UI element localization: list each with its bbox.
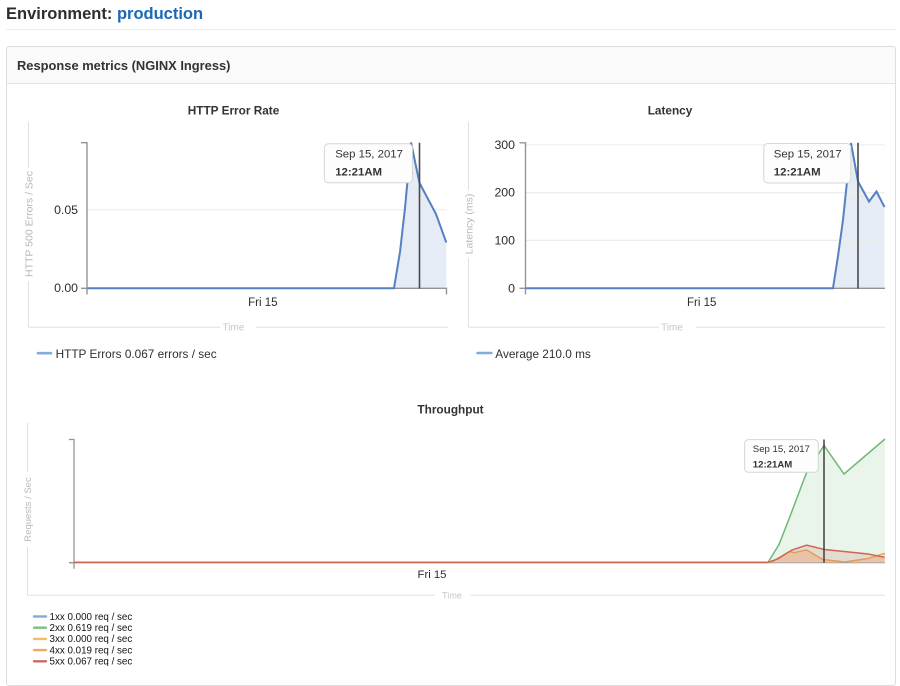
svg-text:0: 0 — [508, 281, 515, 295]
svg-text:12:21AM: 12:21AM — [774, 167, 821, 179]
svg-text:Time: Time — [223, 323, 245, 334]
svg-text:12:21AM: 12:21AM — [753, 460, 792, 471]
svg-text:HTTP Error Rate: HTTP Error Rate — [188, 103, 280, 117]
svg-text:Fri 15: Fri 15 — [248, 297, 277, 309]
svg-text:1xx 0.000 req / sec: 1xx 0.000 req / sec — [50, 612, 133, 623]
svg-text:Average 210.0 ms: Average 210.0 ms — [495, 347, 591, 361]
svg-text:100: 100 — [494, 234, 515, 248]
svg-text:Sep 15, 2017: Sep 15, 2017 — [335, 148, 403, 160]
svg-text:Latency (ms): Latency (ms) — [464, 194, 476, 255]
svg-text:Requests / Sec: Requests / Sec — [23, 477, 34, 542]
svg-text:Time: Time — [661, 323, 683, 334]
svg-text:5xx 0.067 req / sec: 5xx 0.067 req / sec — [50, 657, 133, 666]
svg-text:HTTP 500 Errors / Sec: HTTP 500 Errors / Sec — [24, 171, 36, 277]
svg-text:200: 200 — [494, 186, 515, 200]
svg-text:2xx 0.619 req / sec: 2xx 0.619 req / sec — [50, 623, 133, 634]
svg-text:0.05: 0.05 — [54, 203, 78, 217]
svg-text:12:21AM: 12:21AM — [335, 167, 382, 179]
svg-text:Fri 15: Fri 15 — [687, 297, 716, 309]
svg-text:Time: Time — [442, 591, 462, 601]
svg-text:3xx 0.000 req / sec: 3xx 0.000 req / sec — [50, 634, 133, 645]
svg-text:Sep 15, 2017: Sep 15, 2017 — [774, 148, 842, 160]
svg-text:300: 300 — [494, 138, 515, 152]
svg-text:Latency: Latency — [648, 103, 693, 117]
svg-text:4xx 0.019 req / sec: 4xx 0.019 req / sec — [50, 645, 133, 656]
svg-text:0.00: 0.00 — [54, 281, 78, 295]
svg-text:Throughput: Throughput — [417, 403, 483, 417]
svg-text:HTTP Errors 0.067 errors / sec: HTTP Errors 0.067 errors / sec — [56, 347, 217, 361]
svg-text:Fri 15: Fri 15 — [418, 569, 447, 581]
svg-text:Sep 15, 2017: Sep 15, 2017 — [753, 444, 810, 455]
